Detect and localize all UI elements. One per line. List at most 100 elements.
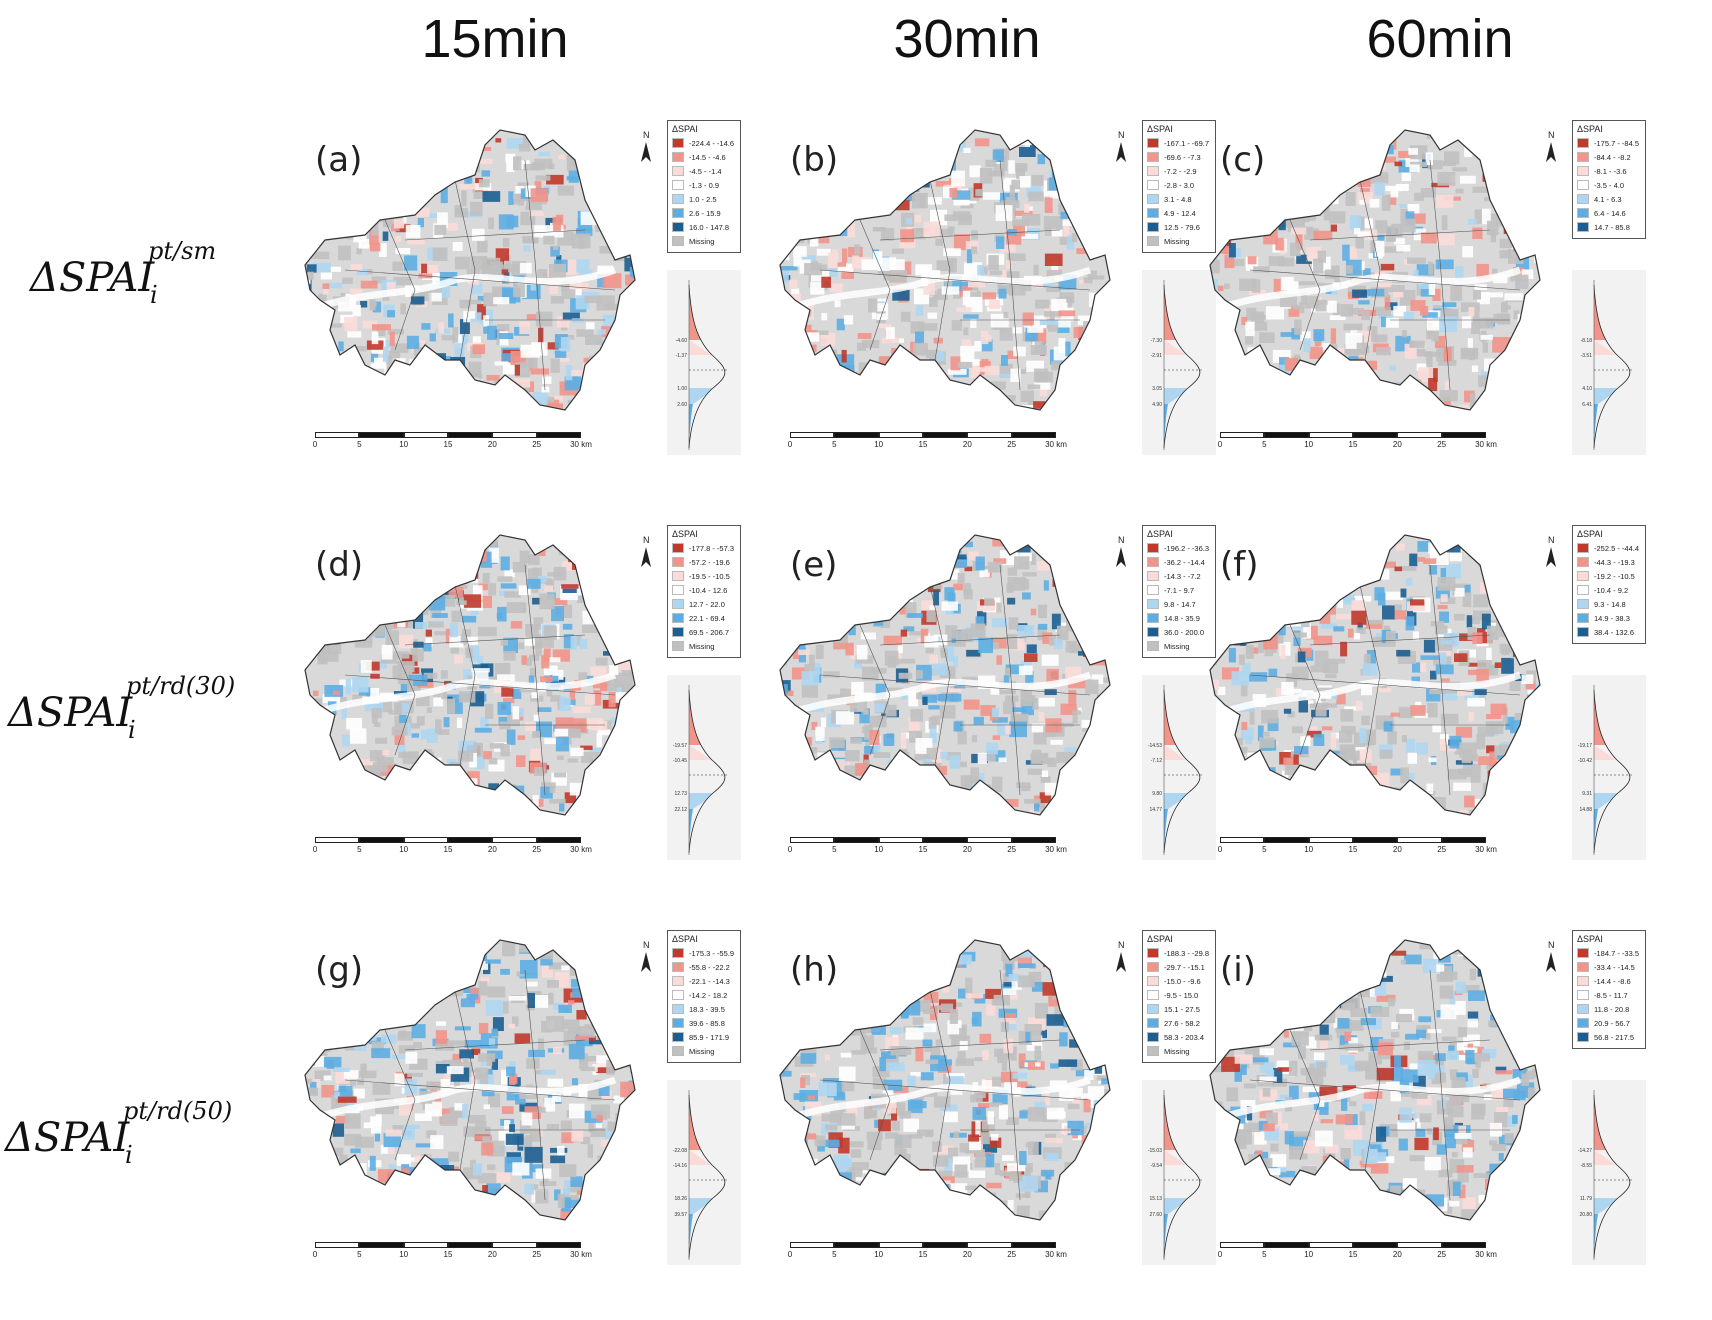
scale-segment <box>879 837 923 843</box>
legend-item: 69.5 - 206.7 <box>672 625 736 639</box>
legend-class-label: 3.1 - 4.8 <box>1164 195 1192 204</box>
legend-item: -8.1 - -3.6 <box>1577 164 1641 178</box>
scale-segment <box>834 432 878 438</box>
distribution-tick-label: -2.91 <box>1151 353 1163 359</box>
legend-class-label: -10.4 - 9.2 <box>1594 586 1628 595</box>
legend-class-label: 22.1 - 69.4 <box>689 614 725 623</box>
legend-item: -175.3 - -55.9 <box>672 946 736 960</box>
panel-label: (c) <box>1220 140 1265 180</box>
north-label: N <box>1548 535 1555 545</box>
legend-item: 11.8 - 20.8 <box>1577 1002 1641 1016</box>
legend-class-label: 85.9 - 171.9 <box>689 1033 729 1042</box>
scale-tick-label: 10 <box>1304 845 1313 854</box>
panel-label: (b) <box>790 140 838 180</box>
legend-swatch <box>1577 557 1589 567</box>
legend-swatch <box>1147 627 1159 637</box>
legend-swatch <box>1147 543 1159 553</box>
legend-class-label: -14.2 - 18.2 <box>689 991 727 1000</box>
scale-segment <box>790 432 834 438</box>
legend-class-label: -44.3 - -19.3 <box>1594 558 1635 567</box>
legend-class-label: 6.4 - 14.6 <box>1594 209 1626 218</box>
legend-item: -44.3 - -19.3 <box>1577 555 1641 569</box>
scale-tick-label: 30 km <box>570 845 592 854</box>
legend-class-label: 11.8 - 20.8 <box>1594 1005 1629 1014</box>
scale-tick-label: 30 km <box>1475 1250 1497 1259</box>
scale-segment <box>790 837 834 843</box>
legend-item: 14.9 - 38.3 <box>1577 611 1641 625</box>
distribution-tick-label: -3.51 <box>1581 353 1593 359</box>
scale-segment <box>404 432 448 438</box>
scale-tick-label: 5 <box>357 440 361 449</box>
legend-item: -177.8 - -57.3 <box>672 541 736 555</box>
legend-swatch <box>672 962 684 972</box>
legend-swatch <box>672 166 684 176</box>
scale-segment <box>1220 1242 1264 1248</box>
scale-segment <box>879 1242 923 1248</box>
legend-swatch <box>1147 166 1159 176</box>
scale-segment <box>448 1242 492 1248</box>
legend-class-label: -8.1 - -3.6 <box>1594 167 1627 176</box>
legend-class-label: -1.3 - 0.9 <box>689 181 719 190</box>
legend-title: ΔSPAI <box>672 934 736 944</box>
scale-segment <box>790 1242 834 1248</box>
distribution-tick-label: -1.37 <box>676 353 688 359</box>
legend-item: 6.4 - 14.6 <box>1577 206 1641 220</box>
legend-item: -55.8 - -22.2 <box>672 960 736 974</box>
legend-swatch <box>1577 208 1589 218</box>
legend-swatch <box>672 138 684 148</box>
scale-tick-label: 20 <box>488 440 497 449</box>
distribution-tick-label: -15.03 <box>1148 1148 1162 1154</box>
map-legend: ΔSPAI-224.4 - -14.6-14.5 - -4.6-4.5 - -1… <box>667 120 741 253</box>
legend-swatch <box>672 641 684 651</box>
scale-segment <box>359 1242 403 1248</box>
legend-swatch <box>1147 557 1159 567</box>
legend-swatch <box>672 543 684 553</box>
legend-swatch <box>1577 948 1589 958</box>
legend-class-label: 16.0 - 147.8 <box>689 223 729 232</box>
scale-tick-label: 30 km <box>1475 845 1497 854</box>
scale-segment <box>1264 1242 1308 1248</box>
legend-item: -19.2 - -10.5 <box>1577 569 1641 583</box>
north-arrow-icon: N <box>1112 940 1132 976</box>
distribution-tick-label: 2.60 <box>677 402 687 408</box>
legend-item: -4.5 - -1.4 <box>672 164 736 178</box>
scale-tick-label: 5 <box>1262 845 1266 854</box>
legend-swatch <box>1577 571 1589 581</box>
legend-swatch <box>1147 1004 1159 1014</box>
north-label: N <box>643 130 650 140</box>
legend-item: -1.3 - 0.9 <box>672 178 736 192</box>
scale-segment <box>923 1242 967 1248</box>
scale-segment <box>1353 432 1397 438</box>
legend-class-label: Missing <box>1164 1047 1189 1056</box>
legend-item: -19.5 - -10.5 <box>672 569 736 583</box>
row-header-sub: i <box>125 1141 133 1169</box>
scale-tick-label: 10 <box>399 1250 408 1259</box>
scale-tick-label: 0 <box>313 1250 317 1259</box>
legend-class-label: -55.8 - -22.2 <box>689 963 730 972</box>
legend-class-label: 12.7 - 22.0 <box>689 600 725 609</box>
legend-item: -14.2 - 18.2 <box>672 988 736 1002</box>
legend-title: ΔSPAI <box>672 124 736 134</box>
scale-segment <box>1442 1242 1486 1248</box>
scale-segment <box>492 837 536 843</box>
legend-class-label: -14.5 - -4.6 <box>689 153 726 162</box>
legend-item: 12.7 - 22.0 <box>672 597 736 611</box>
scale-segment <box>448 432 492 438</box>
panel-label: (e) <box>790 545 837 585</box>
legend-item-missing: Missing <box>672 234 736 248</box>
legend-swatch <box>1577 599 1589 609</box>
map-legend: ΔSPAI-252.5 - -44.4-44.3 - -19.3-19.2 - … <box>1572 525 1646 644</box>
legend-swatch <box>1577 1032 1589 1042</box>
row-header-sup: pt/rd(30) <box>126 672 235 700</box>
legend-swatch <box>672 1018 684 1028</box>
distribution-tick-label: 11.79 <box>1580 1196 1592 1202</box>
legend-title: ΔSPAI <box>1577 934 1641 944</box>
distribution-tick-label: -19.57 <box>673 743 687 749</box>
legend-item: 9.3 - 14.8 <box>1577 597 1641 611</box>
legend-class-label: -19.2 - -10.5 <box>1594 572 1635 581</box>
legend-class-label: 9.3 - 14.8 <box>1594 600 1626 609</box>
